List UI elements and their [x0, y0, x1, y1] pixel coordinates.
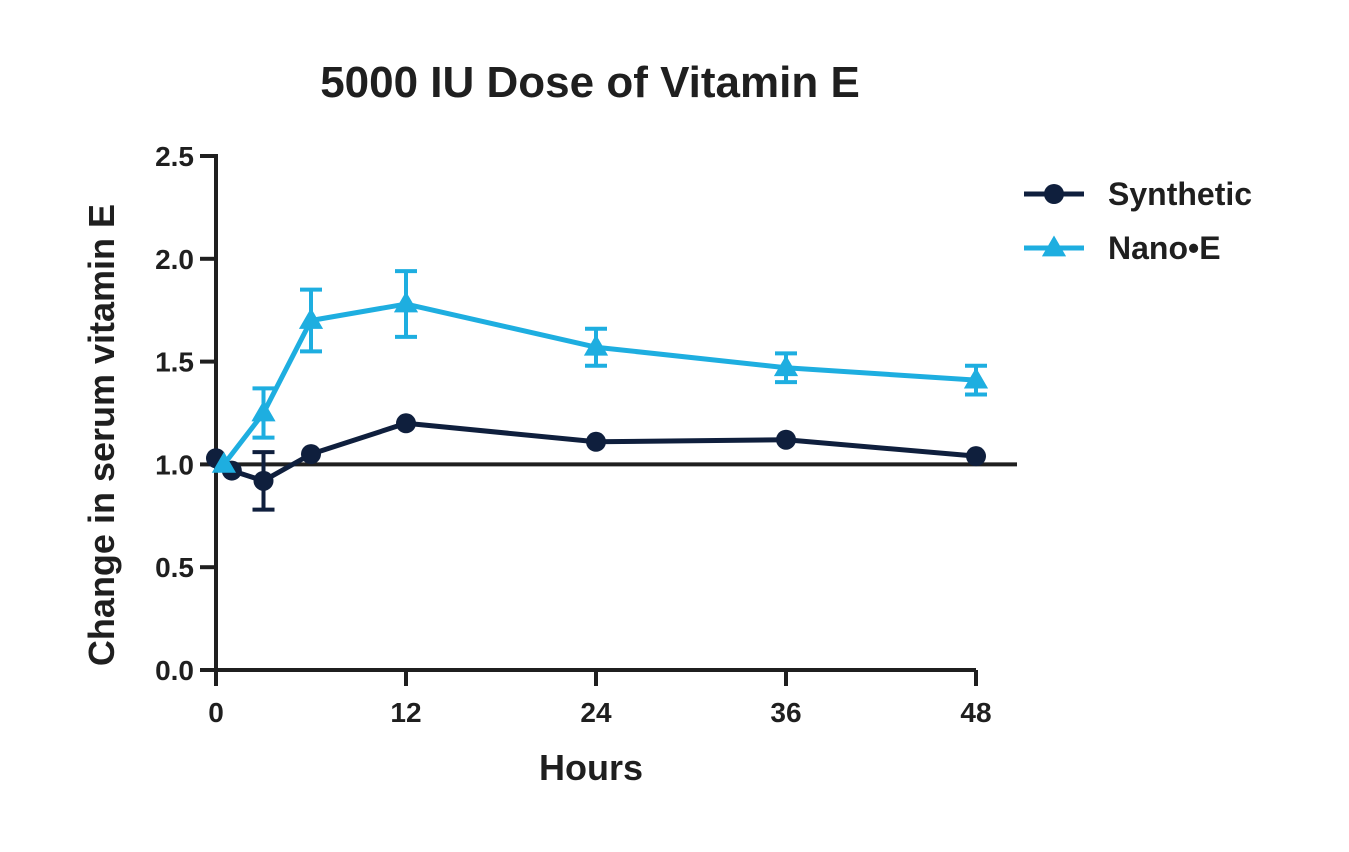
- data-point-synthetic: [966, 446, 986, 467]
- y-tick-label: 1.5: [155, 347, 194, 378]
- series-group: [206, 269, 989, 512]
- series-nano-e: [211, 269, 989, 473]
- axes: 0.0 0.5 1.0 1.5 2.0 2.5 0 12 24 36 48: [155, 141, 992, 728]
- x-tick-label: 48: [960, 697, 991, 728]
- data-point-nano-e: [298, 307, 324, 329]
- x-tick-label: 0: [208, 697, 224, 728]
- y-tick-label: 0.5: [155, 552, 194, 583]
- data-point-nano-e: [583, 334, 609, 356]
- legend-marker: [1041, 235, 1067, 257]
- data-point-nano-e: [773, 355, 799, 377]
- legend-item-synthetic: Synthetic: [1024, 176, 1252, 212]
- x-tick-label: 12: [390, 697, 421, 728]
- y-tick-label: 0.0: [155, 655, 194, 686]
- legend-label: Nano•E: [1108, 230, 1221, 266]
- x-axis-title: Hours: [539, 747, 643, 788]
- series-synthetic: [206, 413, 986, 512]
- data-point-nano-e: [251, 400, 276, 422]
- data-point-synthetic: [253, 470, 274, 491]
- legend: Synthetic Nano•E: [1024, 176, 1252, 266]
- data-point-synthetic: [776, 429, 796, 450]
- legend-item-nano-e: Nano•E: [1024, 230, 1221, 266]
- data-point-synthetic: [396, 413, 416, 434]
- x-tick-label: 36: [770, 697, 801, 728]
- data-point-nano-e: [963, 367, 989, 389]
- legend-marker: [1044, 184, 1064, 204]
- data-point-nano-e: [211, 451, 237, 473]
- y-axis-title: Change in serum vitamin E: [81, 204, 122, 666]
- x-tick-label: 24: [580, 697, 612, 728]
- chart-title: 5000 IU Dose of Vitamin E: [320, 58, 860, 107]
- data-point-synthetic: [586, 431, 606, 452]
- y-tick-label: 2.5: [155, 141, 194, 172]
- legend-label: Synthetic: [1108, 176, 1252, 212]
- y-tick-label: 1.0: [155, 449, 194, 480]
- data-point-synthetic: [301, 444, 321, 465]
- data-point-nano-e: [393, 291, 419, 313]
- y-tick-label: 2.0: [155, 244, 194, 275]
